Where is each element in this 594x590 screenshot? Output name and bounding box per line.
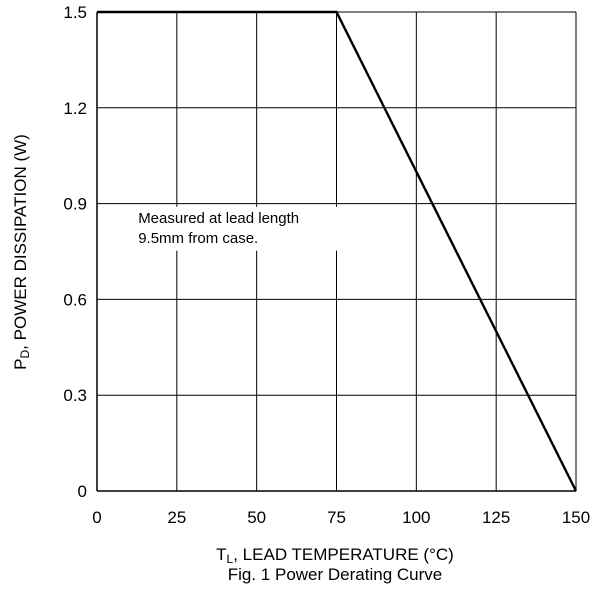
x-axis-label: TL, LEAD TEMPERATURE (°C) [216,545,454,566]
series-group [97,10,578,492]
y-tick-label-5: 1.5 [63,3,87,22]
x-tick-label-1: 25 [167,508,186,527]
x-tick-label-3: 75 [327,508,346,527]
y-tick-label-4: 1.2 [63,99,87,118]
y-tick-label-0: 0 [78,482,87,501]
annotation-line-1: 9.5mm from case. [138,230,258,247]
x-axis-label-main: T [216,545,226,564]
annotation: Measured at lead length 9.5mm from case. [134,206,357,251]
figure-caption: Fig. 1 Power Derating Curve [228,565,442,584]
x-tick-label-6: 150 [562,508,590,527]
y-tick-label-2: 0.6 [63,290,87,309]
series-line-0 [97,10,578,492]
grid-lines [96,11,577,492]
y-axis-label: PD, POWER DISSIPATION (W) [11,134,32,370]
x-axis-label-sub: L [227,552,234,566]
y-tick-labels: 0 0.3 0.6 0.9 1.2 1.5 [63,3,87,501]
x-tick-label-5: 125 [482,508,510,527]
x-axis-label-rest: , LEAD TEMPERATURE (°C) [233,545,454,564]
x-tick-label-2: 50 [247,508,266,527]
y-tick-label-3: 0.9 [63,195,87,214]
x-tick-label-0: 0 [92,508,101,527]
y-axis-label-rest: , POWER DISSIPATION (W) [11,134,30,350]
x-tick-label-4: 100 [402,508,430,527]
annotation-background [134,206,357,251]
annotation-line-0: Measured at lead length [138,210,299,227]
y-axis-label-main: P [11,358,30,369]
x-tick-labels: 0 25 50 75 100 125 150 [92,508,590,527]
y-tick-label-1: 0.3 [63,386,87,405]
y-axis-label-sub: D [18,349,32,358]
